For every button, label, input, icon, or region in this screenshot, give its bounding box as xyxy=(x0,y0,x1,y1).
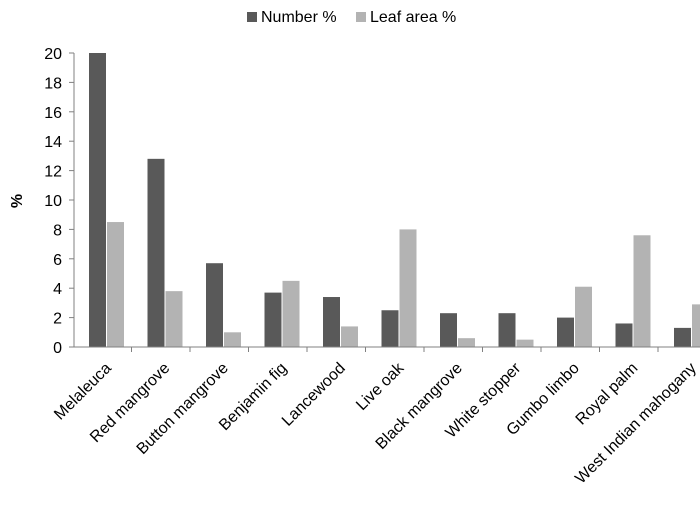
y-tick-label: 4 xyxy=(53,281,62,298)
legend-swatch xyxy=(356,12,366,22)
y-tick-label: 2 xyxy=(53,311,62,328)
y-tick-label: 14 xyxy=(44,134,62,151)
y-tick-label: 6 xyxy=(53,252,62,269)
y-tick-label: 20 xyxy=(44,46,62,63)
bar-leaf-area xyxy=(165,291,183,347)
y-tick-label: 12 xyxy=(44,164,62,181)
bar-leaf-area xyxy=(399,229,417,347)
bar-leaf-area xyxy=(692,304,700,347)
legend: Number % Leaf area % xyxy=(247,9,456,26)
legend-label: Leaf area % xyxy=(370,9,456,26)
bar-number xyxy=(89,53,106,347)
x-tick-label: Live oak xyxy=(353,359,408,414)
bar-leaf-area xyxy=(282,280,300,347)
bar-number xyxy=(498,313,516,347)
bar-leaf-area xyxy=(107,222,124,347)
bar-number xyxy=(557,317,574,347)
legend-swatch xyxy=(247,12,257,22)
y-tick-label: 0 xyxy=(53,340,62,357)
bar-leaf-area xyxy=(458,338,475,347)
y-tick-label: 16 xyxy=(44,105,62,122)
bar-number xyxy=(206,263,223,347)
bar-number xyxy=(381,310,399,347)
y-tick-label: 10 xyxy=(44,193,62,210)
y-axis: 0 2 4 6 8 10 12 14 16 18 20 xyxy=(44,46,75,357)
x-tick-label: Melaleuca xyxy=(51,360,115,424)
y-tick-label: 8 xyxy=(53,222,62,239)
bar-number xyxy=(674,327,691,347)
bar-number xyxy=(440,313,457,347)
bar-leaf-area xyxy=(575,286,592,347)
bar-leaf-area xyxy=(224,332,241,347)
legend-label: Number % xyxy=(261,9,337,26)
bar-leaf-area xyxy=(633,235,651,347)
y-tick-label: 18 xyxy=(44,75,62,92)
x-tick-label: Lancewood xyxy=(279,360,349,430)
x-tick-label: West Indian mahogany xyxy=(572,360,700,488)
bar-number xyxy=(147,158,165,347)
bar-leaf-area xyxy=(516,339,534,347)
y-axis-label: % xyxy=(9,194,26,208)
bars xyxy=(89,53,700,347)
bar-leaf-area xyxy=(341,326,358,347)
bar-number xyxy=(323,297,340,347)
bar-number xyxy=(264,292,282,347)
bar-number xyxy=(615,323,633,347)
